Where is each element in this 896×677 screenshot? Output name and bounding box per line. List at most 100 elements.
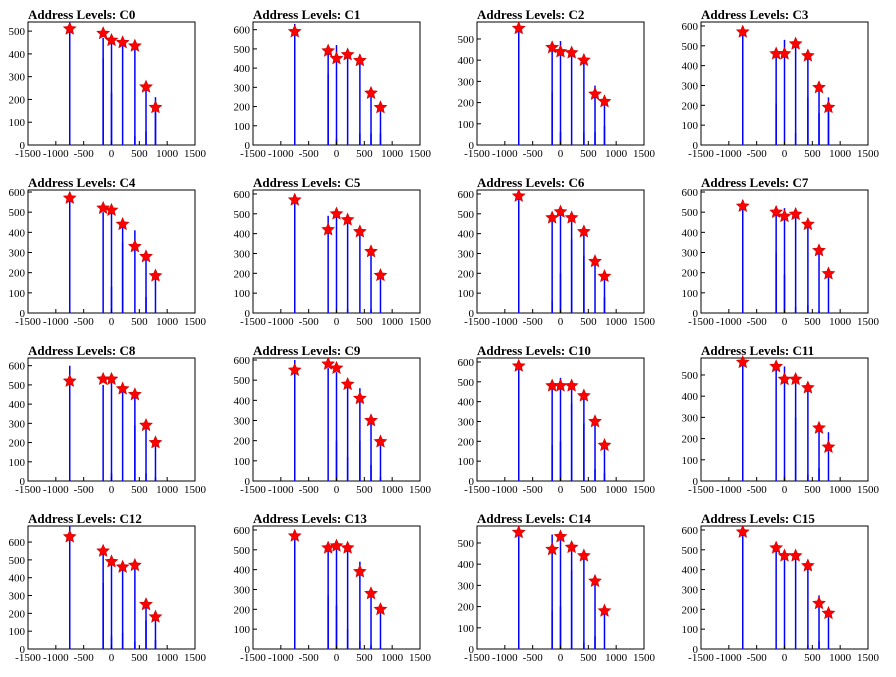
y-tick-label: 0 — [20, 308, 26, 320]
star-marker — [788, 206, 803, 221]
x-tick-label: -1500 — [688, 484, 714, 496]
star-marker — [735, 24, 750, 38]
y-tick-label: 400 — [682, 61, 699, 73]
chart-title: Address Levels: C6 — [477, 175, 585, 190]
x-tick-label: -1500 — [240, 484, 266, 496]
chart-title: Address Levels: C8 — [28, 343, 136, 358]
y-tick-label: 500 — [458, 377, 475, 389]
x-tick-label: -500 — [74, 148, 95, 160]
star-marker — [788, 548, 803, 562]
star-marker — [148, 100, 163, 114]
x-tick-label: -1000 — [268, 484, 294, 496]
star-marker — [139, 418, 153, 432]
x-tick-label: 1000 — [605, 484, 628, 496]
x-tick-label: 1000 — [156, 484, 179, 496]
y-tick-label: 500 — [9, 26, 26, 38]
star-marker — [148, 609, 163, 623]
y-tick-label: 200 — [458, 602, 475, 614]
x-tick-label: 500 — [804, 652, 821, 664]
star-marker — [321, 222, 336, 236]
y-tick-label: 600 — [234, 25, 251, 37]
y-tick-label: 200 — [9, 268, 26, 280]
y-tick-label: 500 — [234, 44, 251, 56]
star-marker — [788, 36, 803, 50]
x-tick-label: -1000 — [492, 484, 518, 496]
y-tick-label: 500 — [682, 545, 699, 557]
y-tick-label: 400 — [234, 229, 251, 241]
star-marker — [364, 586, 378, 600]
x-tick-label: -1000 — [716, 484, 742, 496]
y-tick-label: 400 — [682, 391, 699, 403]
star-marker — [127, 557, 142, 572]
x-tick-label: 500 — [580, 316, 597, 328]
y-tick-label: 200 — [458, 436, 475, 448]
star-marker — [329, 51, 344, 65]
star-marker — [62, 190, 77, 204]
star-marker — [553, 529, 568, 543]
y-tick-label: 0 — [693, 476, 699, 488]
star-marker — [812, 596, 826, 610]
x-tick-label: -500 — [747, 316, 768, 328]
chart-panel: Address Levels: C9 0 100 200 300 400 500 600 -15… — [234, 343, 432, 496]
y-tick-label: 500 — [9, 380, 26, 392]
x-tick-label: -1500 — [464, 484, 490, 496]
x-tick-label: -1500 — [15, 652, 41, 664]
star-marker — [96, 543, 111, 557]
y-tick-label: 400 — [9, 399, 26, 411]
y-tick-label: 0 — [693, 308, 699, 320]
star-marker — [576, 224, 591, 238]
star-marker — [115, 381, 130, 395]
y-tick-label: 100 — [9, 626, 26, 638]
y-tick-label: 0 — [20, 644, 26, 656]
star-marker — [735, 524, 750, 538]
x-tick-label: -500 — [299, 148, 320, 160]
x-tick-label: -500 — [299, 316, 320, 328]
star-marker — [287, 24, 302, 38]
star-marker — [115, 35, 130, 49]
x-tick-label: -500 — [299, 484, 320, 496]
x-tick-label: 1500 — [184, 148, 207, 160]
x-tick-label: 0 — [558, 484, 564, 496]
chart-title: Address Levels: C5 — [253, 175, 361, 190]
star-marker — [139, 249, 153, 263]
star-marker — [104, 202, 119, 217]
x-tick-label: 1500 — [633, 652, 656, 664]
y-tick-label: 0 — [245, 644, 251, 656]
y-tick-label: 300 — [234, 584, 251, 596]
chart-panel: Address Levels: C11 0 100 200 300 400 500 -1500… — [682, 343, 880, 496]
y-tick-label: 200 — [9, 94, 26, 106]
x-tick-label: -1500 — [464, 316, 490, 328]
y-tick-label: 200 — [458, 98, 475, 110]
x-tick-label: -1000 — [492, 652, 518, 664]
star-marker — [597, 269, 612, 283]
x-tick-label: -1000 — [43, 484, 69, 496]
star-marker — [769, 540, 784, 554]
x-tick-label: 500 — [131, 484, 148, 496]
star-marker — [576, 388, 591, 402]
star-marker — [148, 268, 163, 282]
y-tick-label: 100 — [682, 624, 699, 636]
x-tick-label: 1000 — [829, 316, 852, 328]
star-marker — [139, 79, 153, 93]
y-tick-label: 400 — [234, 565, 251, 577]
x-tick-label: 1500 — [184, 652, 207, 664]
chart-panel: Address Levels: C8 0 100 200 300 400 500 600 -15… — [9, 343, 207, 496]
y-tick-label: 600 — [682, 525, 699, 537]
y-tick-label: 0 — [693, 140, 699, 152]
y-tick-label: 600 — [682, 21, 699, 33]
star-marker — [352, 224, 367, 238]
chart-panel: Address Levels: C12 0 100 200 300 400 500 600 -1… — [9, 511, 207, 664]
x-tick-label: -1000 — [716, 652, 742, 664]
y-tick-label: 500 — [234, 545, 251, 557]
chart-title: Address Levels: C14 — [477, 511, 591, 526]
chart-title: Address Levels: C11 — [701, 343, 814, 358]
y-tick-label: 400 — [9, 49, 26, 61]
y-tick-label: 100 — [9, 457, 26, 469]
star-marker — [340, 212, 355, 226]
star-marker — [800, 217, 815, 231]
x-tick-label: 0 — [334, 652, 340, 664]
chart-panel: Address Levels: C4 0 100 200 300 400 500 600 -15… — [9, 175, 207, 328]
y-tick-label: 600 — [682, 187, 699, 199]
y-tick-label: 500 — [458, 209, 475, 221]
star-marker — [373, 602, 388, 616]
